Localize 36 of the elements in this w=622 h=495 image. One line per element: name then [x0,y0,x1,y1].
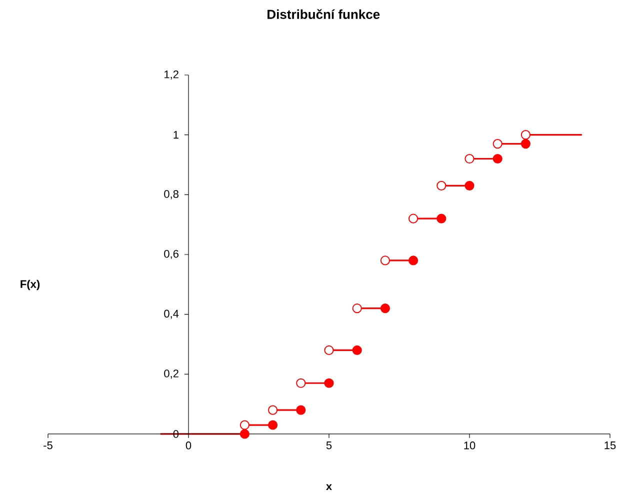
x-axis-title: x [326,484,332,490]
point [436,180,446,190]
point [408,256,418,266]
point [492,154,502,164]
x-tick-label: -5 [44,442,52,450]
point [408,214,418,224]
point [492,139,502,149]
y-tick-label: 0,8 [164,190,178,200]
point [296,405,306,415]
point [436,214,446,224]
point [464,180,474,190]
point [324,345,334,356]
y-axis-title: F(x) [20,280,40,290]
point [520,139,530,149]
y-tick-label: 0,4 [164,310,179,319]
point [240,420,250,430]
y-tick-label: 0,2 [164,370,178,379]
y-tick-label: 1,2 [164,70,178,80]
point [268,405,278,415]
y-tick-label: 1 [174,131,178,139]
point [464,154,474,164]
point [380,304,390,314]
point [324,378,334,388]
point [520,130,530,140]
point [296,378,306,388]
x-tick-label: 10 [464,442,476,450]
x-tick-label: 0 [186,442,192,450]
point [352,345,362,356]
point [380,256,390,266]
y-tick-label: 0,6 [164,250,178,260]
chart-title: Distribuční funkce [268,9,380,19]
x-tick-label: 5 [326,442,332,450]
point [352,304,362,314]
point [268,420,278,430]
x-tick-label: 15 [604,442,616,450]
point [240,429,250,439]
